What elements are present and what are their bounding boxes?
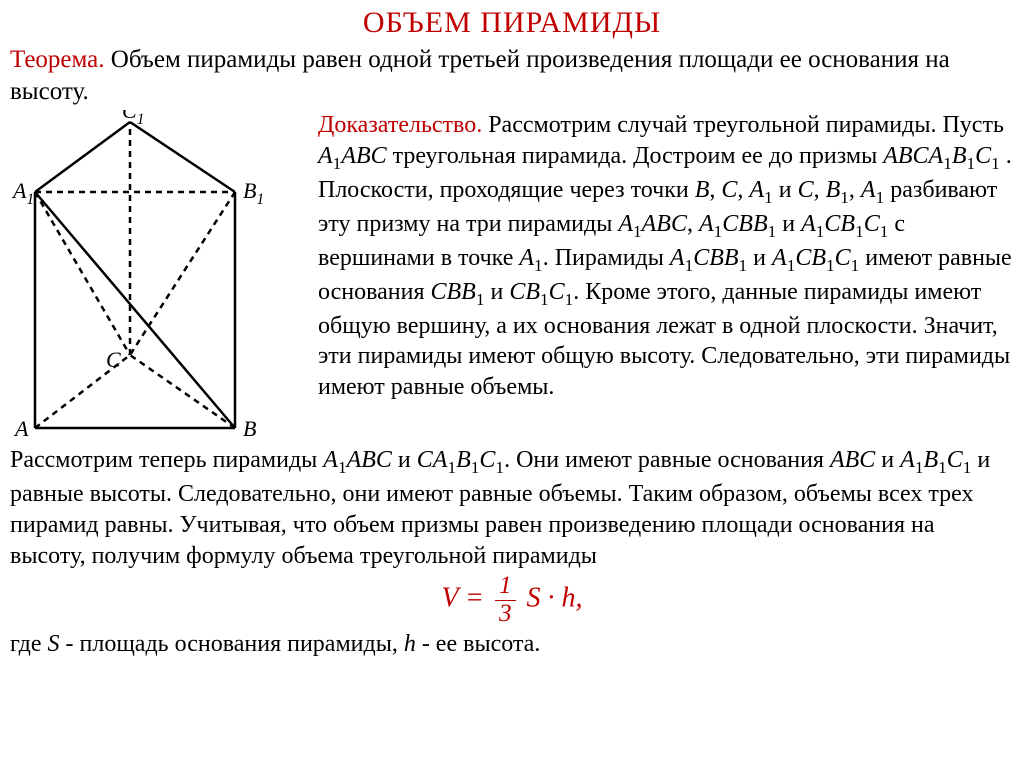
svg-text:C: C — [106, 347, 121, 372]
proof-label: Доказательство. — [318, 112, 482, 138]
final-post: - ее высота. — [416, 631, 541, 657]
formula: V = 1 3 S · h, — [10, 573, 1014, 627]
final-pre: где — [10, 631, 48, 657]
denominator: 3 — [495, 601, 516, 627]
prism-diagram: ABCA1B1C1 — [10, 110, 310, 445]
equals: = — [465, 583, 491, 614]
svg-text:A: A — [13, 416, 29, 441]
theorem-text: Объем пирамиды равен одной третьей произ… — [10, 46, 950, 105]
final-S: S — [48, 631, 60, 657]
final-mid: - площадь основания пирамиды, — [60, 631, 404, 657]
theorem-label: Теорема. — [10, 46, 105, 73]
figure: ABCA1B1C1 — [10, 110, 310, 445]
formula-rhs: S · h, — [527, 583, 583, 614]
numerator: 1 — [495, 573, 516, 600]
mid-wrap: ABCA1B1C1 Доказательство. Рассмотрим слу… — [10, 110, 1014, 445]
fraction: 1 3 — [495, 573, 516, 627]
final-line: где S - площадь основания пирамиды, h - … — [10, 629, 1014, 660]
page-title: ОБЪЕМ ПИРАМИДЫ — [10, 4, 1014, 42]
proof-text: Рассмотрим случай треугольной пирамиды. … — [318, 112, 1012, 400]
svg-text:A1: A1 — [11, 178, 34, 208]
formula-lhs: V — [441, 583, 458, 614]
proof-block: Доказательство. Рассмотрим случай треуго… — [318, 110, 1014, 445]
lower-text: Рассмотрим теперь пирамиды A1ABC и CA1B1… — [10, 445, 1014, 571]
final-h: h — [404, 631, 416, 657]
svg-text:B1: B1 — [243, 178, 264, 208]
svg-text:B: B — [243, 416, 256, 441]
theorem: Теорема. Объем пирамиды равен одной трет… — [10, 44, 1014, 108]
